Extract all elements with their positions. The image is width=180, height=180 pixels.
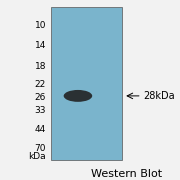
- Ellipse shape: [64, 90, 92, 102]
- Text: 22: 22: [35, 80, 46, 89]
- Text: 70: 70: [35, 144, 46, 153]
- Bar: [51, 7, 122, 161]
- Text: 18: 18: [35, 62, 46, 71]
- Text: Western Blot: Western Blot: [91, 169, 162, 179]
- Text: 28kDa: 28kDa: [143, 91, 175, 101]
- Text: 14: 14: [35, 41, 46, 50]
- Text: 33: 33: [35, 106, 46, 115]
- Text: kDa: kDa: [28, 152, 46, 161]
- Text: 10: 10: [35, 21, 46, 30]
- Text: 26: 26: [35, 93, 46, 102]
- Text: 44: 44: [35, 125, 46, 134]
